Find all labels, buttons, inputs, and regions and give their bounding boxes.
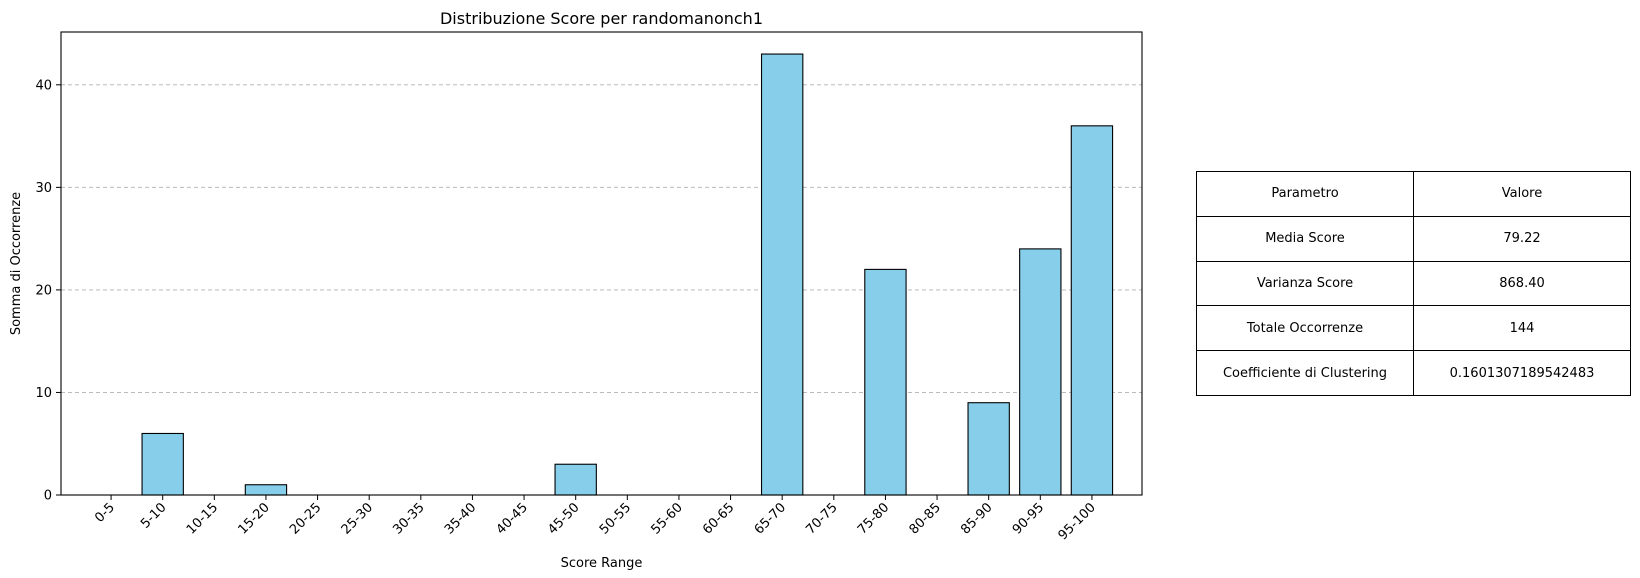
x-tick-label: 5-10 <box>138 500 169 531</box>
x-tick-label: 75-80 <box>855 500 892 537</box>
x-tick-label: 90-95 <box>1010 500 1047 537</box>
y-axis-label: Somma di Occorrenze <box>9 192 24 335</box>
x-tick-label: 40-45 <box>494 500 531 537</box>
value-cell: 144 <box>1413 305 1631 352</box>
parameter-cell: Parametro <box>1196 171 1414 217</box>
x-tick-label: 85-90 <box>958 500 995 537</box>
parameters-table: Parametro Valore Media Score 79.22 Varianza … <box>1196 171 1631 396</box>
bar-65-70 <box>760 53 804 496</box>
chart-title: Distribuzione Score per randomanonch1 <box>440 9 763 28</box>
x-ticks: 0-5 5-10 10-15 15-20 20-25 25-30 30-35 35-40 40-… <box>92 495 1099 543</box>
x-tick-label: 95-100 <box>1056 500 1099 543</box>
x-tick-label: 80-85 <box>907 500 944 537</box>
bar-45-50 <box>554 463 597 496</box>
value-cell: 868.40 <box>1413 260 1631 307</box>
value-cell: Valore <box>1413 171 1631 217</box>
x-tick-label: 55-60 <box>648 500 685 537</box>
parameter-cell: Varianza Score <box>1196 260 1414 307</box>
x-tick-label: 65-70 <box>752 500 789 537</box>
bar-90-95 <box>1019 248 1062 496</box>
table-row: Media Score 79.22 <box>1196 215 1631 262</box>
bar-15-20 <box>244 484 288 496</box>
y-tick-label: 30 <box>35 181 52 196</box>
table-row: Coefficiente di Clustering 0.160130718954… <box>1196 350 1631 396</box>
y-tick-label: 10 <box>35 386 52 401</box>
parameter-cell: Totale Occorrenze <box>1196 305 1414 352</box>
table-row: Varianza Score 868.40 <box>1196 260 1631 307</box>
x-tick-label: 0-5 <box>92 500 118 526</box>
parameter-cell: Coefficiente di Clustering <box>1196 350 1414 396</box>
bar-5-10 <box>141 432 184 496</box>
y-tick-label: 40 <box>35 78 52 93</box>
x-tick-label: 70-75 <box>803 500 840 537</box>
x-axis-label: Score Range <box>561 556 643 571</box>
value-cell: 0.1601307189542483 <box>1413 350 1631 396</box>
bar-75-80 <box>864 268 907 496</box>
parameter-cell: Media Score <box>1196 215 1414 262</box>
table-header-row: Parametro Valore <box>1196 171 1631 217</box>
x-tick-label: 60-65 <box>700 500 737 537</box>
bar-95-100 <box>1070 125 1114 496</box>
bar-chart: 0 10 20 30 40 0-5 5-10 10-15 15-20 20-25 25-30 30-… <box>9 9 1143 571</box>
y-ticks: 0 10 20 30 40 <box>35 78 61 504</box>
axes-frame <box>60 31 1143 496</box>
value-cell: 79.22 <box>1413 215 1631 262</box>
x-tick-label: 45-50 <box>545 500 582 537</box>
table-row: Totale Occorrenze 144 <box>1196 305 1631 352</box>
x-tick-label: 30-35 <box>390 500 427 537</box>
x-tick-label: 20-25 <box>287 500 324 537</box>
x-tick-label: 25-30 <box>339 500 376 537</box>
y-tick-label: 0 <box>44 489 52 504</box>
bars <box>141 53 1114 496</box>
x-tick-label: 15-20 <box>235 500 272 537</box>
x-tick-label: 10-15 <box>184 500 221 537</box>
x-tick-label: 50-55 <box>597 500 634 537</box>
x-tick-label: 35-40 <box>442 500 479 537</box>
bar-85-90 <box>967 402 1010 496</box>
y-tick-label: 20 <box>35 283 52 298</box>
